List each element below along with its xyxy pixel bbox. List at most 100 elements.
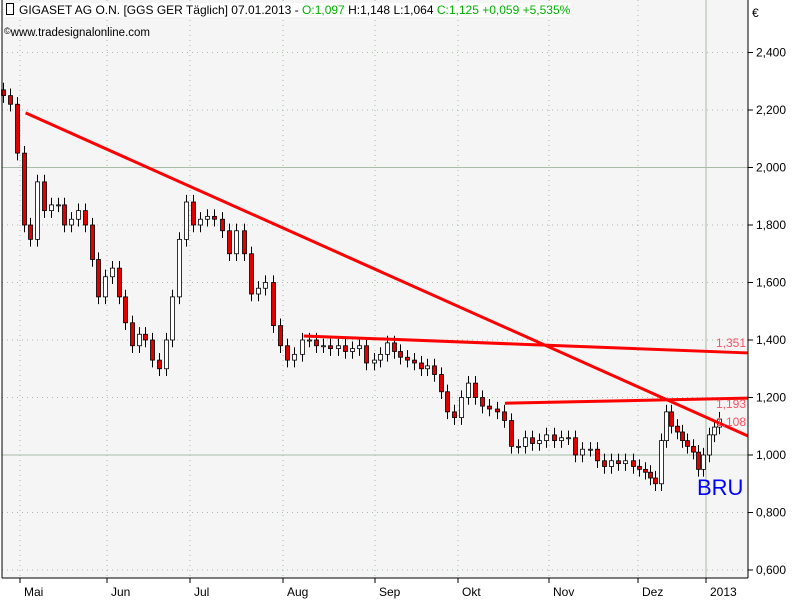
trendline bbox=[25, 111, 749, 438]
candle-body bbox=[385, 342, 390, 355]
trendline-label: 1,193 bbox=[716, 397, 746, 411]
chart-header: GIGASET AG O.N. [GGS GER Täglich] 07.01.… bbox=[4, 3, 571, 17]
candle-body bbox=[595, 448, 600, 462]
candle-body bbox=[364, 345, 369, 364]
candle-body bbox=[249, 253, 254, 295]
candle-body bbox=[623, 460, 628, 465]
candle-body bbox=[653, 477, 658, 485]
candle-body bbox=[669, 411, 674, 427]
candle-body bbox=[405, 356, 410, 361]
candle-body bbox=[28, 224, 33, 240]
candle-body bbox=[425, 365, 430, 370]
candle-body bbox=[177, 238, 182, 298]
plot-background bbox=[2, 0, 748, 578]
candle-body bbox=[701, 454, 706, 470]
candle-body bbox=[278, 325, 283, 347]
trendline-label: 1,108 bbox=[716, 415, 746, 429]
candle-body bbox=[69, 218, 74, 226]
trendline-label: 1,351 bbox=[716, 336, 746, 350]
candle-body bbox=[516, 445, 521, 448]
candle-body bbox=[157, 359, 162, 370]
candle-body bbox=[707, 434, 712, 456]
candle-body bbox=[419, 362, 424, 370]
candle-body bbox=[242, 230, 247, 255]
currency-label: € bbox=[752, 6, 759, 20]
candle-body bbox=[659, 440, 664, 485]
candle-body bbox=[300, 339, 305, 355]
candle-body bbox=[164, 339, 169, 370]
candle-body bbox=[343, 345, 348, 352]
candle-body bbox=[271, 282, 276, 327]
candle-body bbox=[321, 345, 326, 348]
x-tick-label: Jul bbox=[194, 585, 209, 599]
candle-body bbox=[350, 348, 355, 352]
annotation-bru: BRU bbox=[697, 475, 743, 500]
candle-body bbox=[220, 218, 225, 232]
candle-body bbox=[307, 339, 312, 342]
open-value: O:1,097 bbox=[302, 3, 345, 17]
candle-body bbox=[445, 391, 450, 413]
y-tick-label: 1,000 bbox=[756, 448, 786, 462]
candlestick-icon bbox=[6, 3, 14, 15]
candle-body bbox=[62, 204, 67, 226]
candle-body bbox=[90, 224, 95, 260]
candle-body bbox=[227, 230, 232, 255]
candle-body bbox=[609, 460, 614, 467]
y-tick-label: 2,200 bbox=[756, 103, 786, 117]
x-axis: Mai Jun Jul Aug Sep Okt Nov Dez 2013 bbox=[19, 578, 737, 599]
copyright-symbol: © bbox=[4, 26, 11, 36]
candle-body bbox=[452, 411, 457, 419]
candle-body bbox=[212, 215, 217, 220]
candle-body bbox=[110, 267, 115, 278]
high-value: H:1,148 bbox=[348, 3, 391, 17]
trendline bbox=[504, 396, 749, 405]
grid bbox=[2, 0, 748, 578]
candle-body bbox=[15, 103, 20, 154]
candle-body bbox=[466, 382, 471, 398]
candle-body bbox=[696, 451, 701, 470]
candle-body bbox=[170, 296, 175, 341]
y-axis: 0,600 0,800 1,000 1,200 1,400 1,600 1,800 2,000… bbox=[748, 46, 786, 577]
x-tick-label: Okt bbox=[462, 585, 481, 599]
candle-body bbox=[530, 437, 535, 444]
source-url: www.tradesignalonline.com bbox=[10, 27, 150, 39]
x-tick-label: Aug bbox=[287, 585, 308, 599]
y-tick-label: 0,800 bbox=[756, 506, 786, 520]
candles bbox=[1, 82, 722, 491]
x-tick-label: 2013 bbox=[710, 585, 737, 599]
x-tick-label: Dez bbox=[642, 585, 663, 599]
candle-body bbox=[35, 181, 40, 240]
candle-body bbox=[680, 431, 685, 442]
candle-body bbox=[580, 448, 585, 456]
candle-body bbox=[328, 345, 333, 350]
candle-body bbox=[664, 411, 669, 442]
candle-body bbox=[357, 345, 362, 350]
candle-body bbox=[675, 425, 680, 433]
candle-body bbox=[292, 353, 297, 361]
y-tick-label: 1,800 bbox=[756, 218, 786, 232]
candle-body bbox=[49, 204, 54, 212]
candle-body bbox=[205, 215, 210, 220]
candle-body bbox=[83, 210, 88, 226]
candle-body bbox=[22, 152, 27, 226]
candle-body bbox=[76, 210, 81, 220]
symbol-title: GIGASET AG O.N. [GGS GER Täglich] 07.01.… bbox=[19, 3, 299, 17]
candle-body bbox=[372, 359, 377, 364]
candle-body bbox=[573, 437, 578, 456]
candle-body bbox=[691, 445, 696, 453]
candle-body bbox=[459, 397, 464, 419]
candle-body bbox=[487, 405, 492, 410]
candle-body bbox=[378, 353, 383, 361]
candle-body bbox=[544, 434, 549, 442]
candle-body bbox=[439, 374, 444, 393]
candle-body bbox=[8, 95, 13, 105]
candle-body bbox=[602, 460, 607, 467]
candle-body bbox=[432, 365, 437, 375]
candle-body bbox=[150, 339, 155, 361]
low-value: L:1,064 bbox=[393, 3, 434, 17]
trendlines: 1,108 1,351 1,193 bbox=[25, 111, 749, 438]
trendline bbox=[303, 334, 749, 355]
y-tick-label: 1,400 bbox=[756, 333, 786, 347]
candle-body bbox=[234, 230, 239, 255]
source-credit: ©www.tradesignalonline.com bbox=[4, 24, 150, 40]
